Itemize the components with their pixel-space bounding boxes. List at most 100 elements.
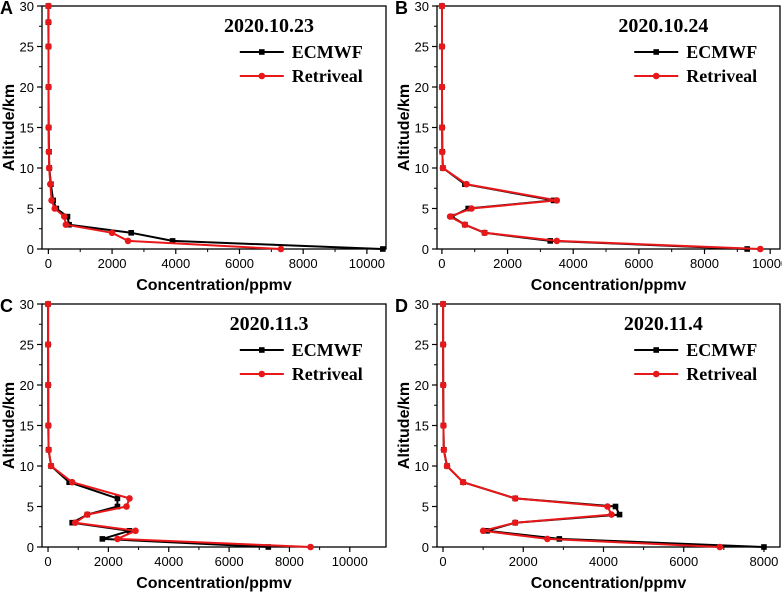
data-point <box>446 213 454 220</box>
x-tick-label: 6000 <box>215 554 244 569</box>
x-tick-label: 4000 <box>161 256 190 271</box>
data-point <box>45 18 52 26</box>
data-point <box>468 205 475 212</box>
legend-marker <box>258 370 266 378</box>
data-point <box>114 495 121 502</box>
data-point <box>44 381 52 389</box>
legend-entry-retriveal: Retriveal <box>239 66 363 86</box>
data-point <box>612 503 619 510</box>
data-point <box>108 229 116 237</box>
data-point <box>307 543 314 551</box>
y-tick-label: 5 <box>27 202 34 217</box>
y-tick-label: 10 <box>415 459 429 474</box>
data-point <box>265 544 272 550</box>
series-ecmwf <box>440 301 767 550</box>
y-tick-label: 15 <box>20 419 34 434</box>
y-tick-label: 0 <box>27 540 34 555</box>
data-point <box>48 197 55 204</box>
y-tick-label: 20 <box>415 80 429 95</box>
data-point <box>461 221 469 228</box>
legend-marker <box>259 347 265 353</box>
panel-label: D <box>395 296 408 316</box>
chart-title: 2020.11.4 <box>624 313 703 335</box>
legend-label: Retriveal <box>686 66 757 86</box>
y-axis-label: Altitude/km <box>396 84 413 171</box>
y-tick-label: 5 <box>422 202 429 217</box>
data-point <box>44 341 52 348</box>
data-point <box>553 237 561 245</box>
series-retriveal <box>438 2 764 253</box>
series-retriveal <box>45 2 285 253</box>
y-tick-label: 30 <box>415 297 429 312</box>
series-line <box>441 6 761 250</box>
y-axis-label: Altitude/km <box>1 382 18 469</box>
legend-label: ECMWF <box>686 42 757 62</box>
data-point <box>440 422 447 429</box>
x-tick-label: 2000 <box>509 554 538 569</box>
y-tick-label: 30 <box>415 0 429 14</box>
data-point <box>438 83 446 91</box>
data-point <box>46 180 54 188</box>
data-point <box>439 341 447 348</box>
panel-label: B <box>395 0 408 18</box>
data-point <box>68 478 76 486</box>
x-tick-label: 8000 <box>749 554 778 569</box>
series-ecmwf <box>439 3 750 252</box>
x-tick-label: 4000 <box>154 554 183 569</box>
y-tick-label: 0 <box>422 540 429 555</box>
data-point <box>463 180 470 188</box>
data-point <box>71 519 79 526</box>
legend-marker <box>258 72 266 80</box>
legend-label: ECMWF <box>686 340 757 360</box>
x-tick-label: 8000 <box>289 256 318 271</box>
data-point <box>44 300 52 308</box>
legend-entry-ecmwf: ECMWF <box>239 340 363 360</box>
data-point <box>45 2 52 10</box>
x-tick-label: 10000 <box>349 256 385 271</box>
series-line <box>47 304 311 548</box>
legend-marker <box>653 347 660 353</box>
data-point <box>716 543 724 551</box>
series-line <box>47 6 281 250</box>
data-point <box>757 245 764 253</box>
legend-entry-ecmwf: ECMWF <box>634 42 757 62</box>
series-line <box>442 304 720 548</box>
series-line <box>47 304 269 548</box>
y-tick-label: 20 <box>20 80 34 95</box>
y-tick-label: 20 <box>20 378 34 393</box>
x-tick-label: 0 <box>45 256 52 271</box>
x-tick-label: 10000 <box>752 256 782 271</box>
data-point <box>45 422 52 429</box>
data-point <box>123 503 130 510</box>
data-point <box>479 527 487 535</box>
legend-label: Retriveal <box>292 66 363 86</box>
series-ecmwf <box>45 301 272 550</box>
x-tick-label: 8000 <box>275 554 304 569</box>
x-tick-label: 2000 <box>493 256 522 271</box>
y-axis-label: Altitude/km <box>1 84 18 171</box>
data-point <box>443 462 451 470</box>
legend-entry-ecmwf: ECMWF <box>239 42 363 62</box>
legend-entry-retriveal: Retriveal <box>634 364 757 384</box>
legend-label: Retriveal <box>686 364 757 384</box>
legend-marker <box>653 49 660 55</box>
data-point <box>438 124 446 131</box>
data-point <box>45 124 52 131</box>
data-point <box>277 245 285 253</box>
data-point <box>169 238 176 244</box>
data-point <box>45 446 52 454</box>
legend-label: ECMWF <box>292 42 363 62</box>
panel-c: 0 2000 4000 6000 8000 10000 0 5 10 15 20 25 30 Concen… <box>0 296 387 592</box>
y-tick-label: 0 <box>27 242 34 257</box>
data-point <box>761 544 767 550</box>
data-point <box>60 213 68 220</box>
x-tick-label: 6000 <box>624 256 653 271</box>
y-tick-label: 30 <box>20 0 34 14</box>
data-point <box>544 535 551 543</box>
chart-title: 2020.10.24 <box>618 15 708 37</box>
y-tick-label: 25 <box>415 40 429 55</box>
y-tick-label: 25 <box>20 40 34 55</box>
panel-b: 0 2000 4000 6000 8000 10000 0 5 10 15 20 25 30 Concen… <box>395 0 782 294</box>
y-tick-label: 15 <box>20 121 34 136</box>
